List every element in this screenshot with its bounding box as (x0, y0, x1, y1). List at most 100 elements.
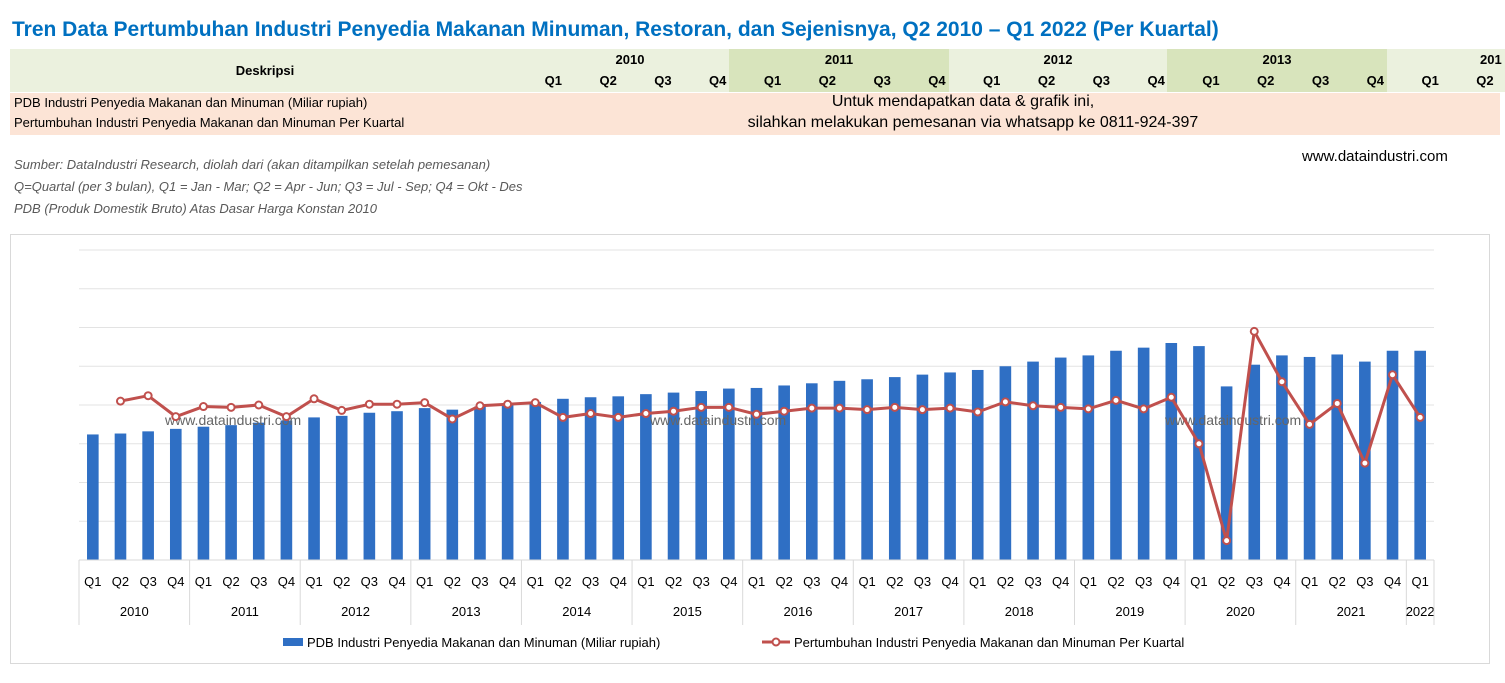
bar (971, 369, 984, 560)
growth-point (143, 391, 153, 401)
x-tick-label: Q1 (195, 574, 212, 589)
chart-frame (10, 234, 1490, 664)
bar (114, 433, 127, 560)
growth-point (1332, 398, 1342, 408)
x-year-label: 2012 (341, 604, 370, 619)
table-header: Deskripsi 2010 2011 2012 2013 201 Q1 Q2 Q3… (10, 49, 1505, 92)
growth-point (586, 409, 596, 419)
quarter-header: Q1 (1421, 73, 1439, 88)
bar (1386, 350, 1399, 560)
x-tick-label: Q4 (1273, 574, 1290, 589)
growth-point (613, 412, 623, 422)
bar (888, 377, 901, 560)
bar (612, 396, 625, 560)
growth-point (890, 402, 900, 412)
bar (833, 380, 846, 560)
growth-point (254, 400, 264, 410)
bar (584, 397, 597, 560)
growth-point (1000, 397, 1010, 407)
legend-line-label: Pertumbuhan Industri Penyedia Makanan da… (794, 635, 1184, 650)
bar (308, 417, 320, 560)
x-tick-label: Q2 (333, 574, 350, 589)
x-tick-label: Q1 (1301, 574, 1318, 589)
x-tick-label: Q2 (775, 574, 792, 589)
bar (1414, 350, 1426, 560)
growth-point (1056, 402, 1066, 412)
x-tick-label: Q2 (112, 574, 129, 589)
bar (916, 374, 929, 560)
bar (667, 392, 680, 560)
quarter-header: Q4 (928, 73, 946, 88)
year-band-2011 (729, 49, 949, 92)
x-year-label: 2022 (1406, 604, 1435, 619)
growth-point (503, 399, 513, 409)
x-tick-label: Q4 (1052, 574, 1069, 589)
watermark: www.dataindustri.com (1164, 412, 1301, 428)
year-label: 201 (1480, 52, 1502, 67)
growth-point (1415, 412, 1425, 422)
growth-point (530, 398, 540, 408)
bar (225, 425, 237, 560)
watermark: www.dataindustri.com (649, 412, 786, 428)
x-year-label: 2018 (1005, 604, 1034, 619)
source-note: Sumber: DataIndustri Research, diolah da… (14, 157, 491, 172)
growth-point (917, 405, 927, 415)
x-year-label: 2017 (894, 604, 923, 619)
x-tick-label: Q1 (527, 574, 544, 589)
legend-bar-label: PDB Industri Penyedia Makanan dan Minuma… (307, 635, 660, 650)
x-year-label: 2011 (231, 604, 259, 619)
quarter-header: Q1 (1202, 73, 1220, 88)
quarter-header: Q2 (1476, 73, 1494, 88)
x-year-label: 2014 (562, 604, 591, 619)
order-notice-line2: silahkan melakukan pemesanan via whatsap… (747, 114, 1199, 131)
quarter-header: Q2 (1257, 73, 1275, 88)
growth-point (420, 398, 430, 408)
legend-line-marker (771, 637, 781, 647)
growth-point (364, 399, 374, 409)
bar (640, 394, 652, 560)
x-tick-label: Q3 (803, 574, 820, 589)
bar (446, 409, 459, 560)
x-tick-label: Q3 (1135, 574, 1152, 589)
x-tick-label: Q2 (665, 574, 682, 589)
bar (778, 385, 790, 560)
x-year-label: 2020 (1226, 604, 1255, 619)
bar (1165, 343, 1178, 560)
x-tick-label: Q3 (471, 574, 488, 589)
x-tick-label: Q4 (1384, 574, 1401, 589)
x-tick-label: Q2 (1107, 574, 1124, 589)
bar (197, 426, 210, 560)
x-tick-label: Q1 (1190, 574, 1207, 589)
site-url[interactable]: www.dataindustri.com (1302, 148, 1448, 165)
growth-point (1166, 392, 1176, 402)
growth-point (337, 405, 347, 415)
bar (1331, 354, 1344, 560)
x-tick-label: Q3 (1246, 574, 1263, 589)
x-year-label: 2010 (120, 604, 149, 619)
bar (142, 431, 154, 560)
x-tick-label: Q4 (941, 574, 958, 589)
bar (169, 428, 182, 560)
bar (1303, 356, 1316, 560)
bar (1110, 350, 1122, 560)
growth-point (475, 401, 485, 411)
bar (999, 366, 1012, 560)
x-tick-label: Q3 (1356, 574, 1373, 589)
x-tick-label: Q3 (250, 574, 267, 589)
x-tick-label: Q1 (969, 574, 986, 589)
growth-point (558, 412, 568, 422)
growth-point (1249, 326, 1259, 336)
growth-point (724, 402, 734, 412)
x-tick-label: Q2 (886, 574, 903, 589)
bar (1193, 346, 1205, 560)
growth-point (1111, 395, 1121, 405)
legend-bar-swatch (283, 638, 303, 646)
growth-point (226, 402, 236, 412)
x-tick-label: Q2 (1218, 574, 1235, 589)
quarter-header: Q3 (654, 73, 672, 88)
x-tick-label: Q4 (167, 574, 184, 589)
x-tick-label: Q3 (361, 574, 378, 589)
growth-point (641, 409, 651, 419)
bar (750, 387, 763, 560)
